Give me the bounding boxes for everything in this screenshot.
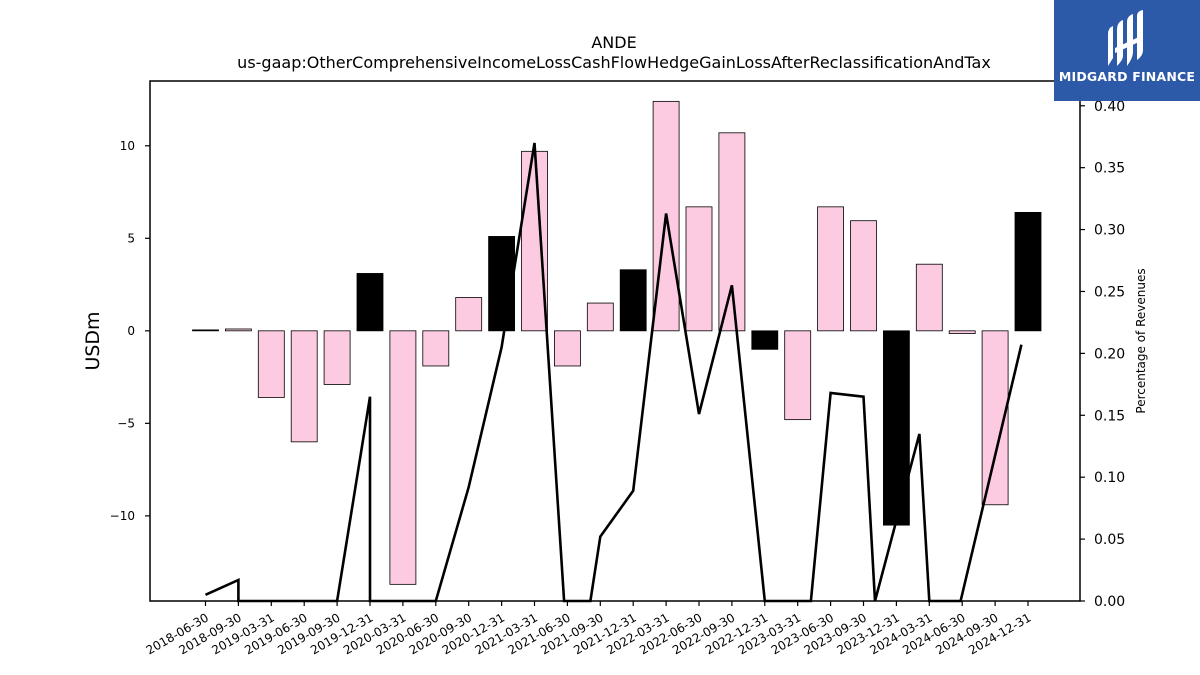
chart-title: ANDE	[591, 33, 636, 52]
bar-2021-03-31	[521, 150, 548, 332]
y-tick-label: 5	[127, 231, 135, 245]
brand-logo: MIDGARD FINANCE	[1054, 0, 1200, 101]
revenue-percentage-line	[204, 142, 1023, 603]
bar-2019-09-30	[323, 330, 351, 385]
bar-2019-03-31	[257, 330, 285, 398]
line-layer	[204, 142, 1023, 603]
y-axis-label: USDm	[82, 311, 104, 370]
plot-frame	[149, 80, 1081, 602]
y2-tick-label: 0.05	[1094, 532, 1125, 548]
bar-2019-06-30	[290, 330, 318, 443]
bar-2020-03-31	[389, 330, 417, 585]
bar-2024-12-31	[1014, 211, 1042, 332]
bar-2021-06-30	[554, 330, 581, 367]
bar-2024-06-30	[948, 330, 976, 334]
bar-2023-06-30	[817, 206, 844, 332]
y2-tick-label: 0.10	[1094, 470, 1125, 486]
bar-2020-06-30	[422, 330, 450, 367]
bar-2024-03-31	[915, 263, 943, 332]
bar-2019-12-31	[356, 273, 384, 332]
y2-tick-label: 0.20	[1094, 346, 1125, 362]
bar-2021-12-31	[619, 269, 647, 332]
y2-tick-label: 0.30	[1094, 223, 1125, 239]
brand-name: MIDGARD FINANCE	[1058, 69, 1196, 84]
y2-tick-label: 0.40	[1094, 99, 1125, 115]
y2-tick-label: 0.15	[1094, 408, 1125, 424]
bar-2023-03-31	[784, 330, 812, 421]
bar-2024-09-30	[981, 330, 1009, 506]
bar-2022-06-30	[685, 206, 713, 332]
bar-2021-09-30	[586, 302, 614, 332]
y2-tick-label: 0.00	[1094, 594, 1125, 610]
bars-layer	[192, 100, 1042, 585]
bar-2020-09-30	[455, 297, 483, 332]
bar-2023-09-30	[850, 220, 877, 332]
y-tick-label: 0	[127, 324, 135, 338]
bar-2018-06-30	[192, 329, 219, 332]
y-tick-label: −10	[110, 509, 135, 523]
y2-tick-label: 0.25	[1094, 284, 1125, 300]
bar-2020-12-31	[488, 236, 516, 332]
midgard-logo-icon	[1108, 10, 1143, 66]
bar-2023-12-31	[883, 330, 910, 526]
y2-axis-label: Percentage of Revenues	[1134, 268, 1148, 413]
bar-2022-09-30	[718, 132, 746, 332]
y2-tick-label: 0.35	[1094, 161, 1125, 177]
y-tick-label: 10	[120, 139, 135, 153]
bar-2022-12-31	[751, 330, 779, 350]
bar-2018-09-30	[224, 328, 252, 332]
chart-subtitle: us-gaap:OtherComprehensiveIncomeLossCash…	[237, 53, 991, 72]
y-tick-label: −5	[117, 416, 135, 430]
